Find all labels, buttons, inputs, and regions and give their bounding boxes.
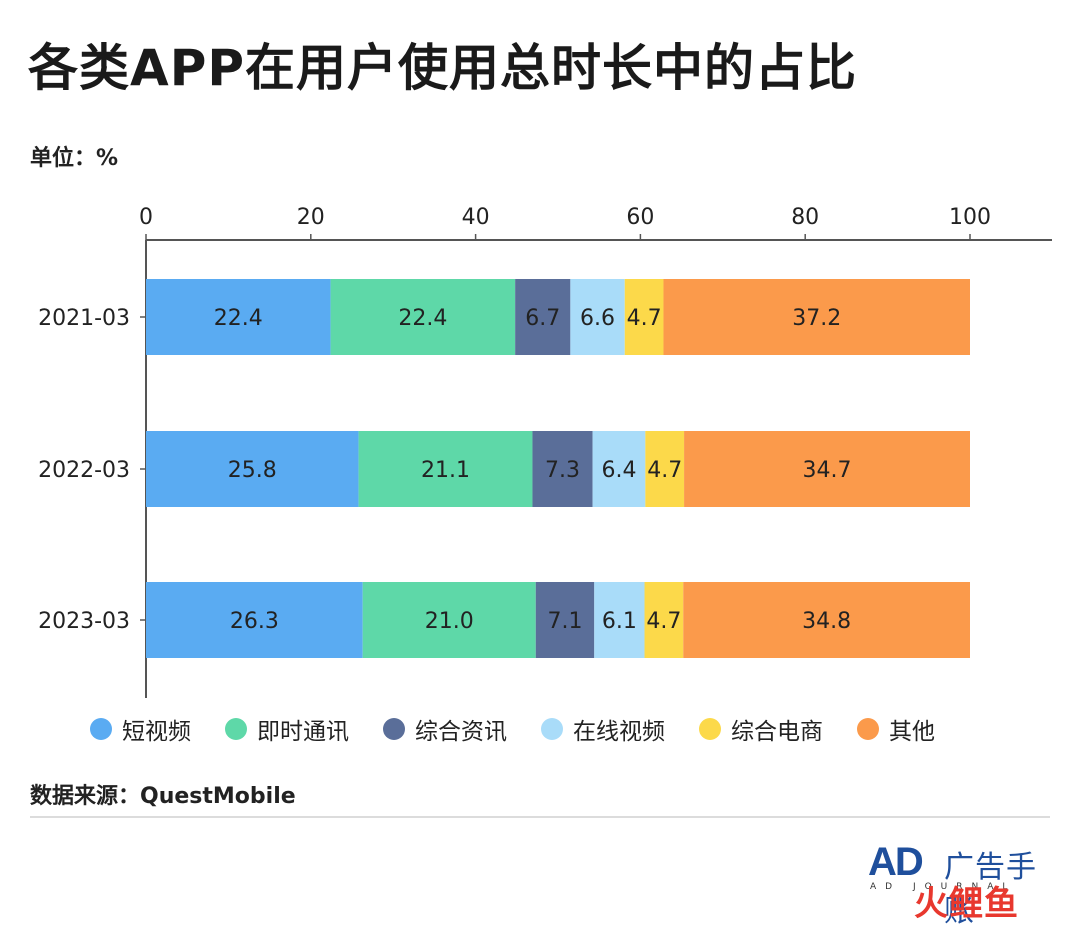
legend-label: 其他 <box>889 719 935 745</box>
legend: 短视频 即时通讯 综合资讯 在线视频 综合电商 其他 <box>90 712 935 746</box>
legend-swatch <box>541 718 563 740</box>
bar-segment <box>146 279 331 355</box>
data-label: 34.7 <box>803 458 852 483</box>
data-label: 22.4 <box>398 306 447 331</box>
data-label: 21.1 <box>421 458 470 483</box>
legend-swatch <box>857 718 879 740</box>
legend-label: 在线视频 <box>573 719 665 745</box>
bar-segment <box>146 431 359 507</box>
x-tick-label: 20 <box>297 205 325 230</box>
data-source: 数据来源：QuestMobile <box>30 784 296 809</box>
data-label: 22.4 <box>214 306 263 331</box>
x-tick-label: 0 <box>139 205 153 230</box>
watermark-logo: 火鲤鱼 <box>914 884 1019 924</box>
x-tick-label: 60 <box>626 205 654 230</box>
bar-segment <box>644 582 684 658</box>
bar-segment <box>594 582 645 658</box>
data-label: 7.3 <box>545 458 580 483</box>
data-label: 6.4 <box>601 458 636 483</box>
bar-segment <box>515 279 571 355</box>
data-label: 6.1 <box>602 609 637 634</box>
legend-label: 综合资讯 <box>415 719 507 745</box>
bar-segment <box>535 582 595 658</box>
y-tick-label: 2021-03 <box>38 306 130 331</box>
legend-item: 即时通讯 <box>225 712 349 746</box>
legend-label: 即时通讯 <box>257 719 349 745</box>
data-label: 34.8 <box>802 609 851 634</box>
bar-segment <box>570 279 625 355</box>
legend-label: 综合电商 <box>731 719 823 745</box>
data-label: 4.7 <box>646 609 681 634</box>
bar-segment <box>645 431 685 507</box>
x-tick-label: 100 <box>949 205 991 230</box>
legend-swatch <box>225 718 247 740</box>
data-label: 26.3 <box>230 609 279 634</box>
legend-item: 其他 <box>857 712 935 746</box>
data-label: 6.6 <box>580 306 615 331</box>
legend-swatch <box>383 718 405 740</box>
unit-label: 单位：% <box>30 146 119 171</box>
bar-segment <box>684 431 970 507</box>
data-label: 21.0 <box>425 609 474 634</box>
chart-title: 各类APP在用户使用总时长中的占比 <box>28 39 857 97</box>
divider <box>30 816 1050 818</box>
legend-item: 综合资讯 <box>383 712 507 746</box>
legend-swatch <box>90 718 112 740</box>
legend-item: 综合电商 <box>699 712 823 746</box>
legend-item: 在线视频 <box>541 712 665 746</box>
logo-mark: AD <box>868 840 924 884</box>
x-tick-label: 40 <box>462 205 490 230</box>
y-tick-label: 2022-03 <box>38 458 130 483</box>
y-tick-label: 2023-03 <box>38 609 130 634</box>
bar-segment <box>592 431 646 507</box>
x-tick-label: 80 <box>791 205 819 230</box>
bar-segment <box>683 582 970 658</box>
bar-segment <box>330 279 516 355</box>
legend-label: 短视频 <box>122 719 191 745</box>
data-label: 6.7 <box>525 306 560 331</box>
data-label: 4.7 <box>627 306 662 331</box>
logo-subtitle: AD JOURNAL <box>870 882 1017 892</box>
data-label: 7.1 <box>548 609 583 634</box>
bar-segment <box>358 431 533 507</box>
data-label: 37.2 <box>792 306 841 331</box>
legend-swatch <box>699 718 721 740</box>
bar-segment <box>146 582 363 658</box>
bar-segment <box>532 431 593 507</box>
legend-item: 短视频 <box>90 712 191 746</box>
bar-segment <box>663 279 970 355</box>
bar-segment <box>362 582 536 658</box>
data-label: 25.8 <box>228 458 277 483</box>
bar-segment <box>624 279 664 355</box>
brand-logo: AD 广告手账 AD JOURNAL 火鲤鱼 <box>868 838 1058 929</box>
data-label: 4.7 <box>647 458 682 483</box>
